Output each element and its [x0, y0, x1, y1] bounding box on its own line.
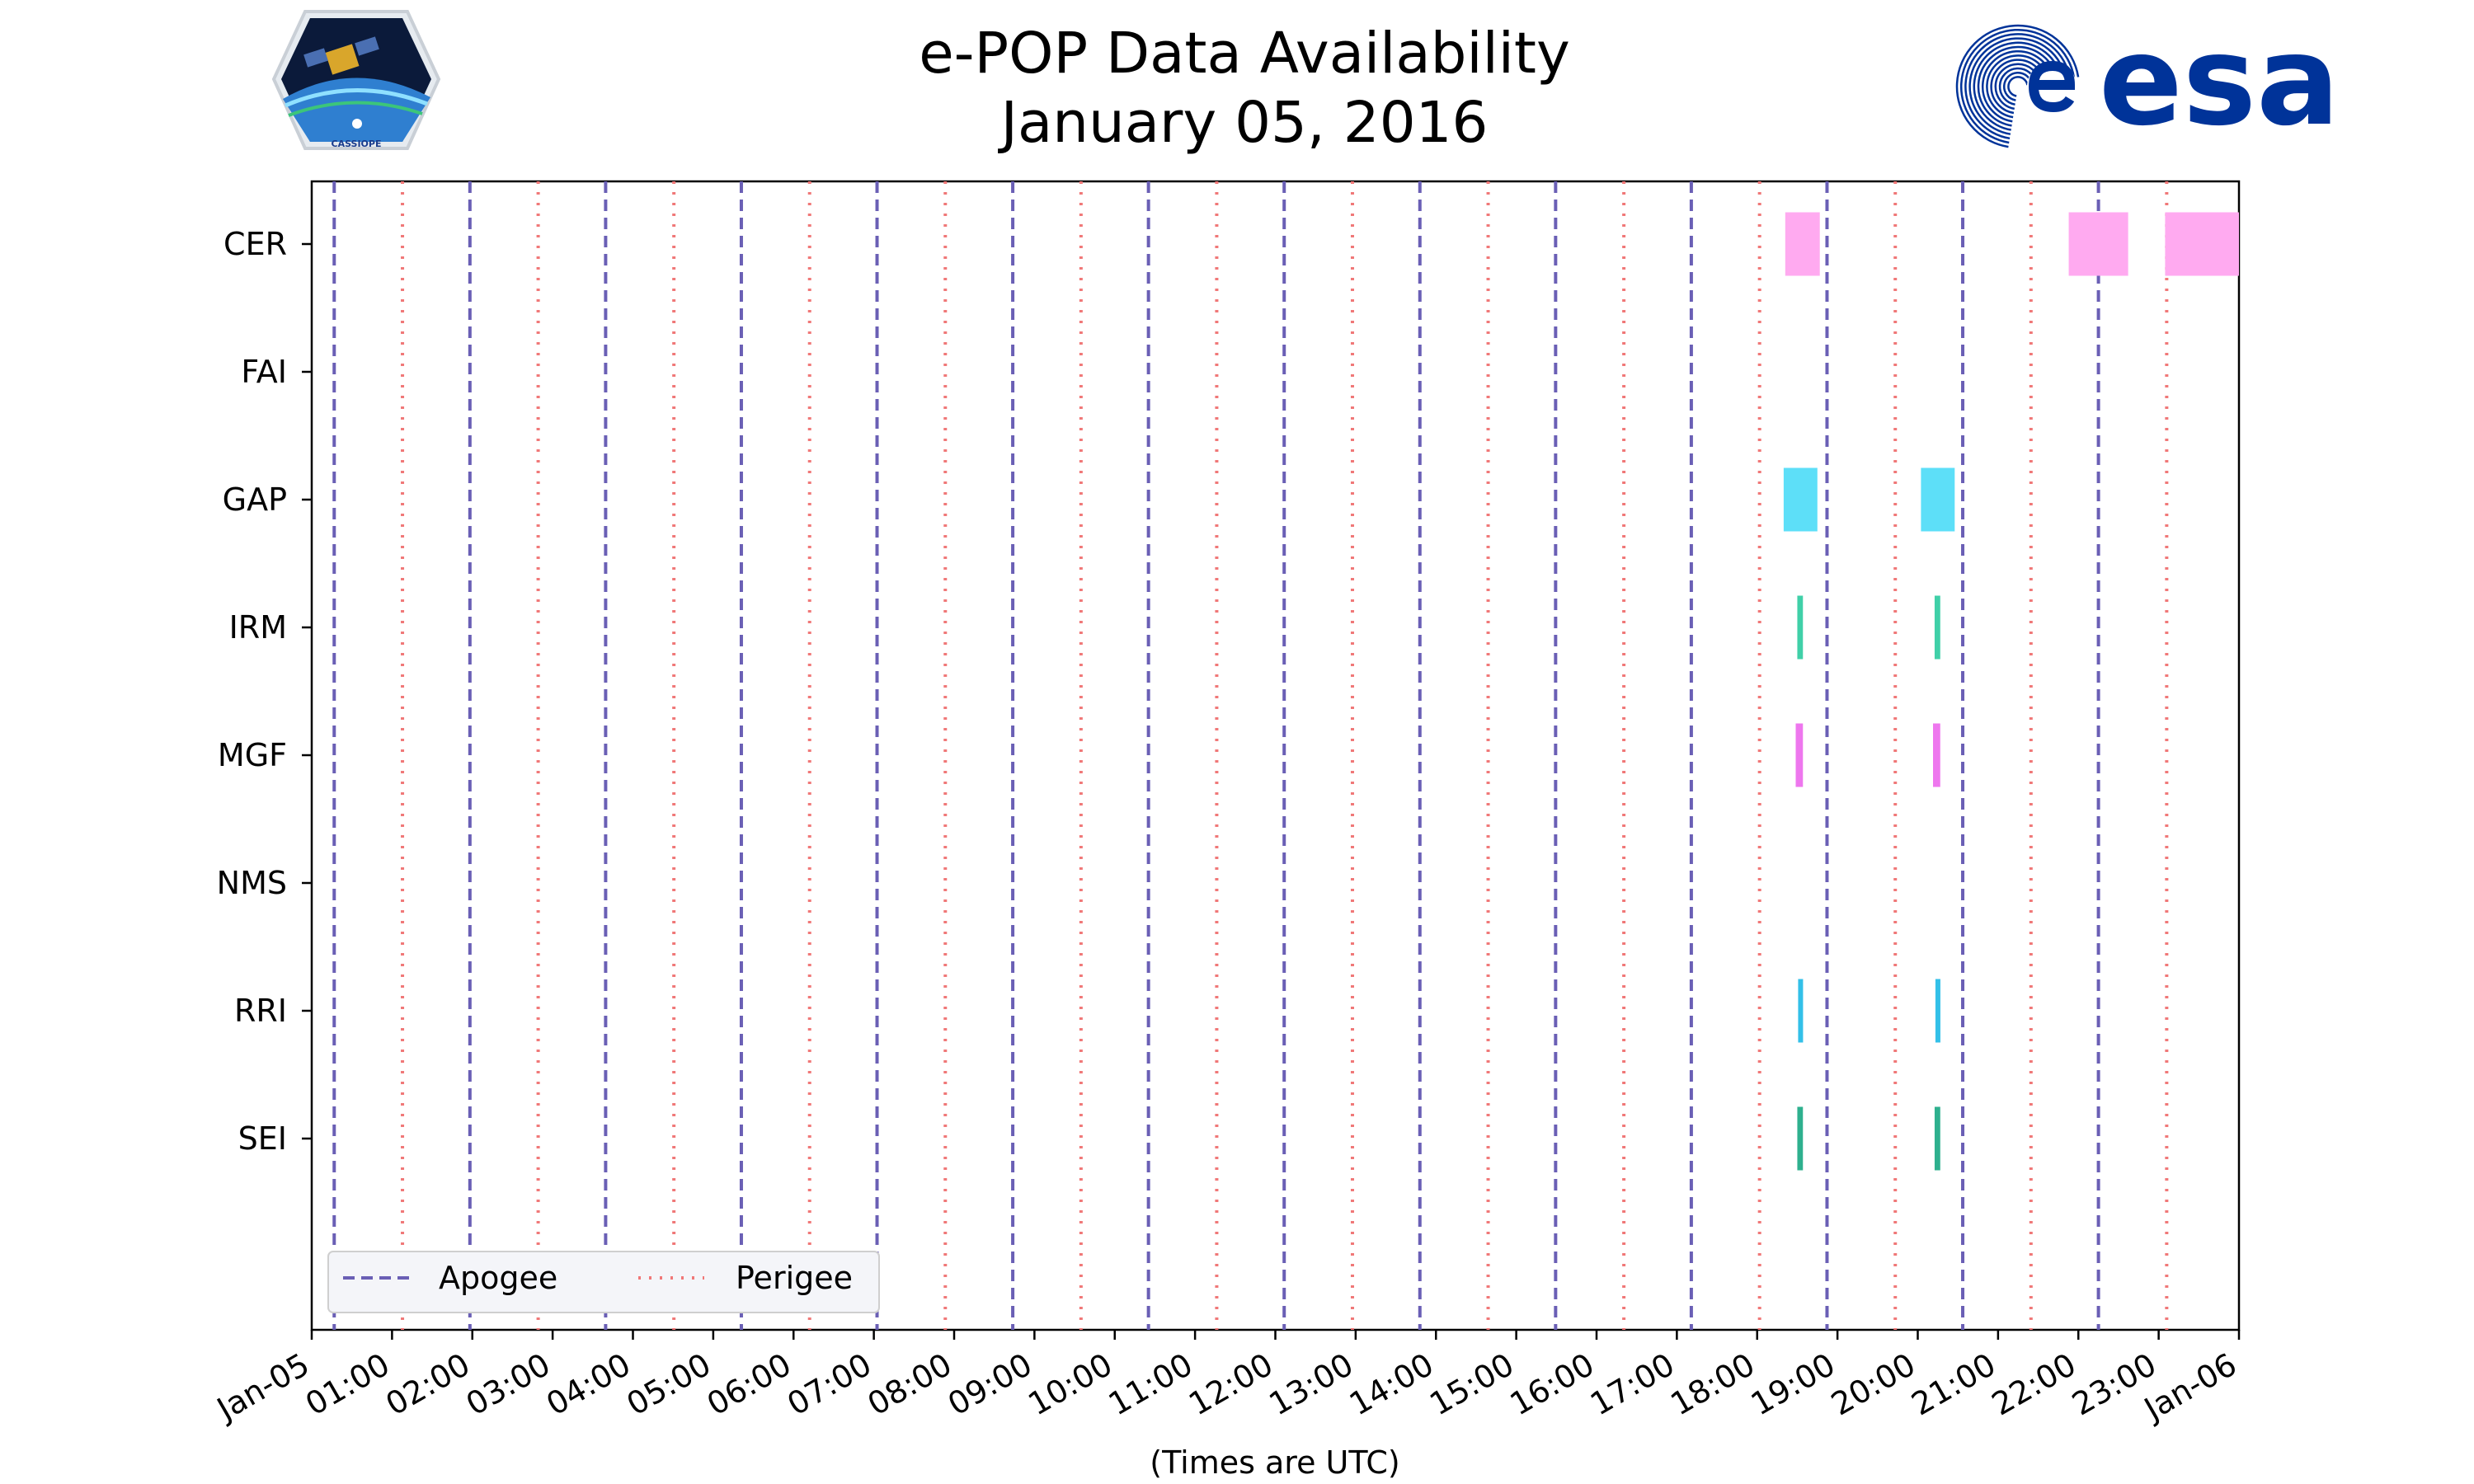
x-tick-label-7: 07:00 [781, 1346, 877, 1423]
y-tick-label-sei: SEI [238, 1120, 287, 1157]
chart-subtitle: January 05, 2016 [998, 90, 1489, 156]
x-tick-label-1: 01:00 [299, 1346, 396, 1423]
y-tick-label-irm: IRM [229, 609, 287, 646]
bar-gap-3 [1783, 467, 1818, 532]
x-axis-label: (Times are UTC) [1150, 1444, 1399, 1481]
cassiope-logo: CASSIOPE [271, 10, 441, 150]
x-tick-label-17: 17:00 [1584, 1346, 1681, 1423]
bar-cer-0 [1785, 212, 1820, 276]
x-tick-label-18: 18:00 [1664, 1346, 1761, 1423]
esa-swirl-stripe [1968, 37, 2067, 135]
x-tick-label-5: 05:00 [621, 1346, 717, 1423]
x-tick-label-10: 10:00 [1022, 1346, 1118, 1423]
esa-swirl-stripe [1955, 24, 2080, 148]
y-tick-label-gap: GAP [223, 481, 287, 518]
esa-swirl-stripe [1977, 45, 2058, 127]
plot-area [310, 180, 2241, 1331]
x-tick-label-12: 12:00 [1183, 1346, 1279, 1423]
x-tick-label-11: 11:00 [1103, 1346, 1199, 1423]
esa-swirl-stripe [1981, 49, 2054, 123]
orbit-lines [332, 181, 2169, 1330]
y-tick-label-rri: RRI [234, 993, 287, 1029]
esa-swirl-icon [1955, 24, 2080, 148]
x-tick-label-15: 15:00 [1423, 1346, 1520, 1423]
bar-gap-4 [1921, 467, 1955, 532]
bar-rri-10 [1935, 979, 1940, 1043]
bar-mgf-8 [1933, 723, 1940, 787]
esa-wordmark: esa [2099, 10, 2340, 153]
y-tick-label-cer: CER [223, 226, 287, 262]
legend-perigee-label: Perigee [736, 1260, 853, 1296]
x-tick-label-24: Jan-06 [2137, 1346, 2242, 1428]
bar-rri-9 [1798, 979, 1804, 1043]
y-tick-label-nms: NMS [217, 865, 287, 901]
bar-cer-1 [2068, 212, 2128, 276]
x-tick-label-9: 09:00 [942, 1346, 1038, 1423]
bar-irm-5 [1797, 595, 1804, 660]
x-tick-label-22: 22:00 [1986, 1346, 2082, 1423]
x-tick-label-3: 03:00 [460, 1346, 557, 1423]
esa-swirl-stripe [1973, 41, 2062, 131]
esa-swirl-stripe [2007, 76, 2029, 97]
bar-irm-6 [1934, 595, 1940, 660]
x-tick-label-21: 21:00 [1906, 1346, 2002, 1423]
x-tick-label-6: 06:00 [701, 1346, 797, 1423]
bar-cer-2 [2165, 212, 2239, 276]
bar-sei-12 [1934, 1106, 1940, 1171]
bar-sei-11 [1797, 1106, 1804, 1171]
legend-apogee-label: Apogee [439, 1260, 557, 1296]
x-tick-label-2: 02:00 [379, 1346, 476, 1423]
bar-mgf-7 [1795, 723, 1804, 787]
x-tick-label-8: 08:00 [862, 1346, 958, 1423]
legend: Apogee Perigee [327, 1251, 880, 1313]
availability-bars [1783, 212, 2239, 1171]
esa-swirl-stripe [2002, 71, 2033, 101]
x-tick-label-14: 14:00 [1343, 1346, 1440, 1423]
esa-swirl-stripe [1964, 33, 2072, 140]
esa-swirl-e [2028, 60, 2076, 113]
x-axis: Jan-0501:0002:0003:0004:0005:0006:0007:0… [209, 1330, 2243, 1428]
x-tick-label-19: 19:00 [1745, 1346, 1841, 1423]
y-axis: CER FAI GAP IRM MGF NMS RRI SEI [217, 226, 312, 1157]
x-tick-label-0: Jan-05 [209, 1346, 315, 1428]
y-tick-label-fai: FAI [241, 354, 287, 390]
esa-swirl-stripe [1959, 28, 2076, 144]
chart-title: e-POP Data Availability [919, 21, 1570, 87]
cassiope-caption: CASSIOPE [332, 139, 382, 149]
x-tick-label-20: 20:00 [1825, 1346, 1921, 1423]
esa-logo: esa [1955, 10, 2340, 153]
x-tick-label-13: 13:00 [1263, 1346, 1360, 1423]
x-tick-label-16: 16:00 [1504, 1346, 1601, 1423]
y-tick-label-mgf: MGF [218, 737, 287, 773]
x-tick-label-4: 04:00 [540, 1346, 637, 1423]
